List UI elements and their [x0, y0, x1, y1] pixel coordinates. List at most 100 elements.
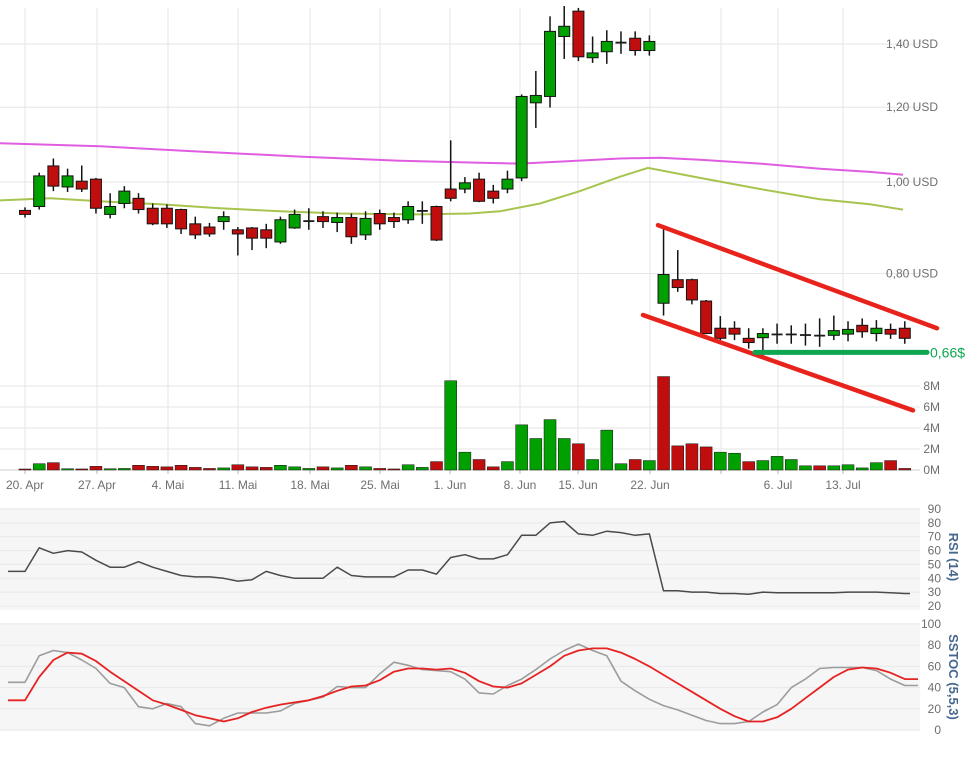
candle-body — [586, 52, 599, 59]
date-label: 6. Jul — [764, 478, 793, 492]
volume-bar — [557, 438, 571, 471]
volume-bar — [430, 461, 443, 471]
candle — [217, 211, 230, 230]
candle — [303, 208, 315, 230]
date-label: 13. Jul — [825, 478, 860, 492]
rsi-axis-label: 60 — [928, 544, 942, 558]
volume-bar — [316, 466, 330, 471]
candle-body — [643, 40, 656, 52]
candle — [629, 31, 642, 56]
candle-body — [160, 207, 173, 225]
candle — [785, 325, 797, 344]
stoch-axis-label: 100 — [921, 617, 941, 631]
candle-body — [685, 279, 698, 301]
candle-body — [359, 217, 372, 236]
candle — [799, 323, 811, 346]
volume-bar — [884, 460, 897, 471]
candle — [458, 177, 471, 194]
candle — [586, 36, 599, 63]
stoch-axis-label: 80 — [928, 638, 942, 652]
candle-body — [345, 217, 358, 238]
candle-body — [246, 227, 259, 239]
candle-body — [288, 213, 301, 229]
volume-bar — [61, 468, 74, 471]
volume-bar — [685, 443, 699, 471]
candle-body — [316, 216, 329, 223]
candle — [814, 318, 826, 347]
candle-body — [756, 333, 769, 339]
candle — [898, 321, 911, 344]
volume-bar — [217, 467, 230, 471]
volume-bar — [572, 443, 585, 471]
candle — [246, 227, 259, 251]
candle-body — [203, 226, 216, 235]
stoch-panel[interactable]: 100 80 60 40 20 0 — [0, 617, 941, 737]
volume-bar — [714, 451, 727, 471]
date-label: 11. Mai — [219, 478, 257, 492]
date-label: 27. Apr — [78, 478, 116, 492]
volume-bar — [614, 463, 628, 471]
main-price-panel[interactable]: 1,40 USD 1,20 USD 1,00 USD 0,80 USD 8M 6M 4M 2M… — [0, 6, 940, 492]
stoch-signal-line — [8, 647, 918, 723]
candle-body — [898, 327, 911, 339]
volume-bar — [345, 465, 358, 471]
candle-body — [132, 197, 145, 211]
candle-body — [118, 190, 131, 204]
candle-body — [303, 220, 315, 223]
candle — [402, 201, 415, 224]
candle — [501, 170, 514, 194]
candle — [430, 205, 443, 241]
volume-bar — [898, 468, 912, 471]
volume-bar — [699, 446, 713, 471]
candle-body — [799, 334, 811, 336]
ma-line-magenta — [0, 142, 904, 176]
candle — [104, 193, 117, 219]
volume-bar — [841, 464, 855, 471]
candle — [856, 318, 869, 338]
candle-body — [501, 178, 514, 190]
rsi-axis-label: 20 — [928, 599, 942, 613]
volume-bar — [799, 465, 812, 471]
rsi-line — [8, 520, 910, 595]
candle — [685, 278, 698, 305]
volume-bar — [827, 465, 841, 471]
candle — [473, 172, 486, 203]
candle-body — [544, 30, 557, 97]
volume-bar — [259, 467, 273, 471]
candle-body — [61, 175, 74, 188]
candle-body — [416, 209, 428, 212]
volume-bar — [487, 466, 500, 471]
volume-bar — [870, 462, 883, 471]
volume-bar — [118, 468, 131, 471]
candle-body — [331, 217, 344, 223]
candle-body — [458, 182, 471, 190]
volume-bar — [458, 451, 472, 471]
volume-bar — [501, 461, 514, 471]
candle — [827, 315, 840, 341]
stoch-axis-label: 20 — [928, 702, 942, 716]
volume-bar — [756, 460, 770, 471]
candle — [742, 328, 755, 349]
rsi-axis-label: 50 — [928, 557, 942, 571]
volume-axis-label: 2M — [923, 442, 940, 456]
candle — [558, 6, 571, 59]
volume-bar — [643, 460, 656, 471]
candle-body — [175, 209, 188, 230]
candle-body — [373, 213, 386, 225]
candle-body — [189, 223, 202, 236]
volume-bar — [47, 462, 60, 471]
volume-bar — [203, 468, 216, 471]
price-axis-label: 1,20 USD — [886, 100, 938, 114]
volume-bar — [855, 467, 869, 471]
candle-body — [629, 37, 642, 52]
volume-bar — [728, 452, 741, 471]
date-label: 18. Mai — [290, 478, 329, 492]
candle — [274, 216, 287, 244]
volume-axis-label: 8M — [923, 379, 940, 393]
candle — [345, 213, 358, 244]
candle — [444, 140, 457, 202]
candle — [544, 16, 557, 108]
candle — [728, 321, 741, 341]
